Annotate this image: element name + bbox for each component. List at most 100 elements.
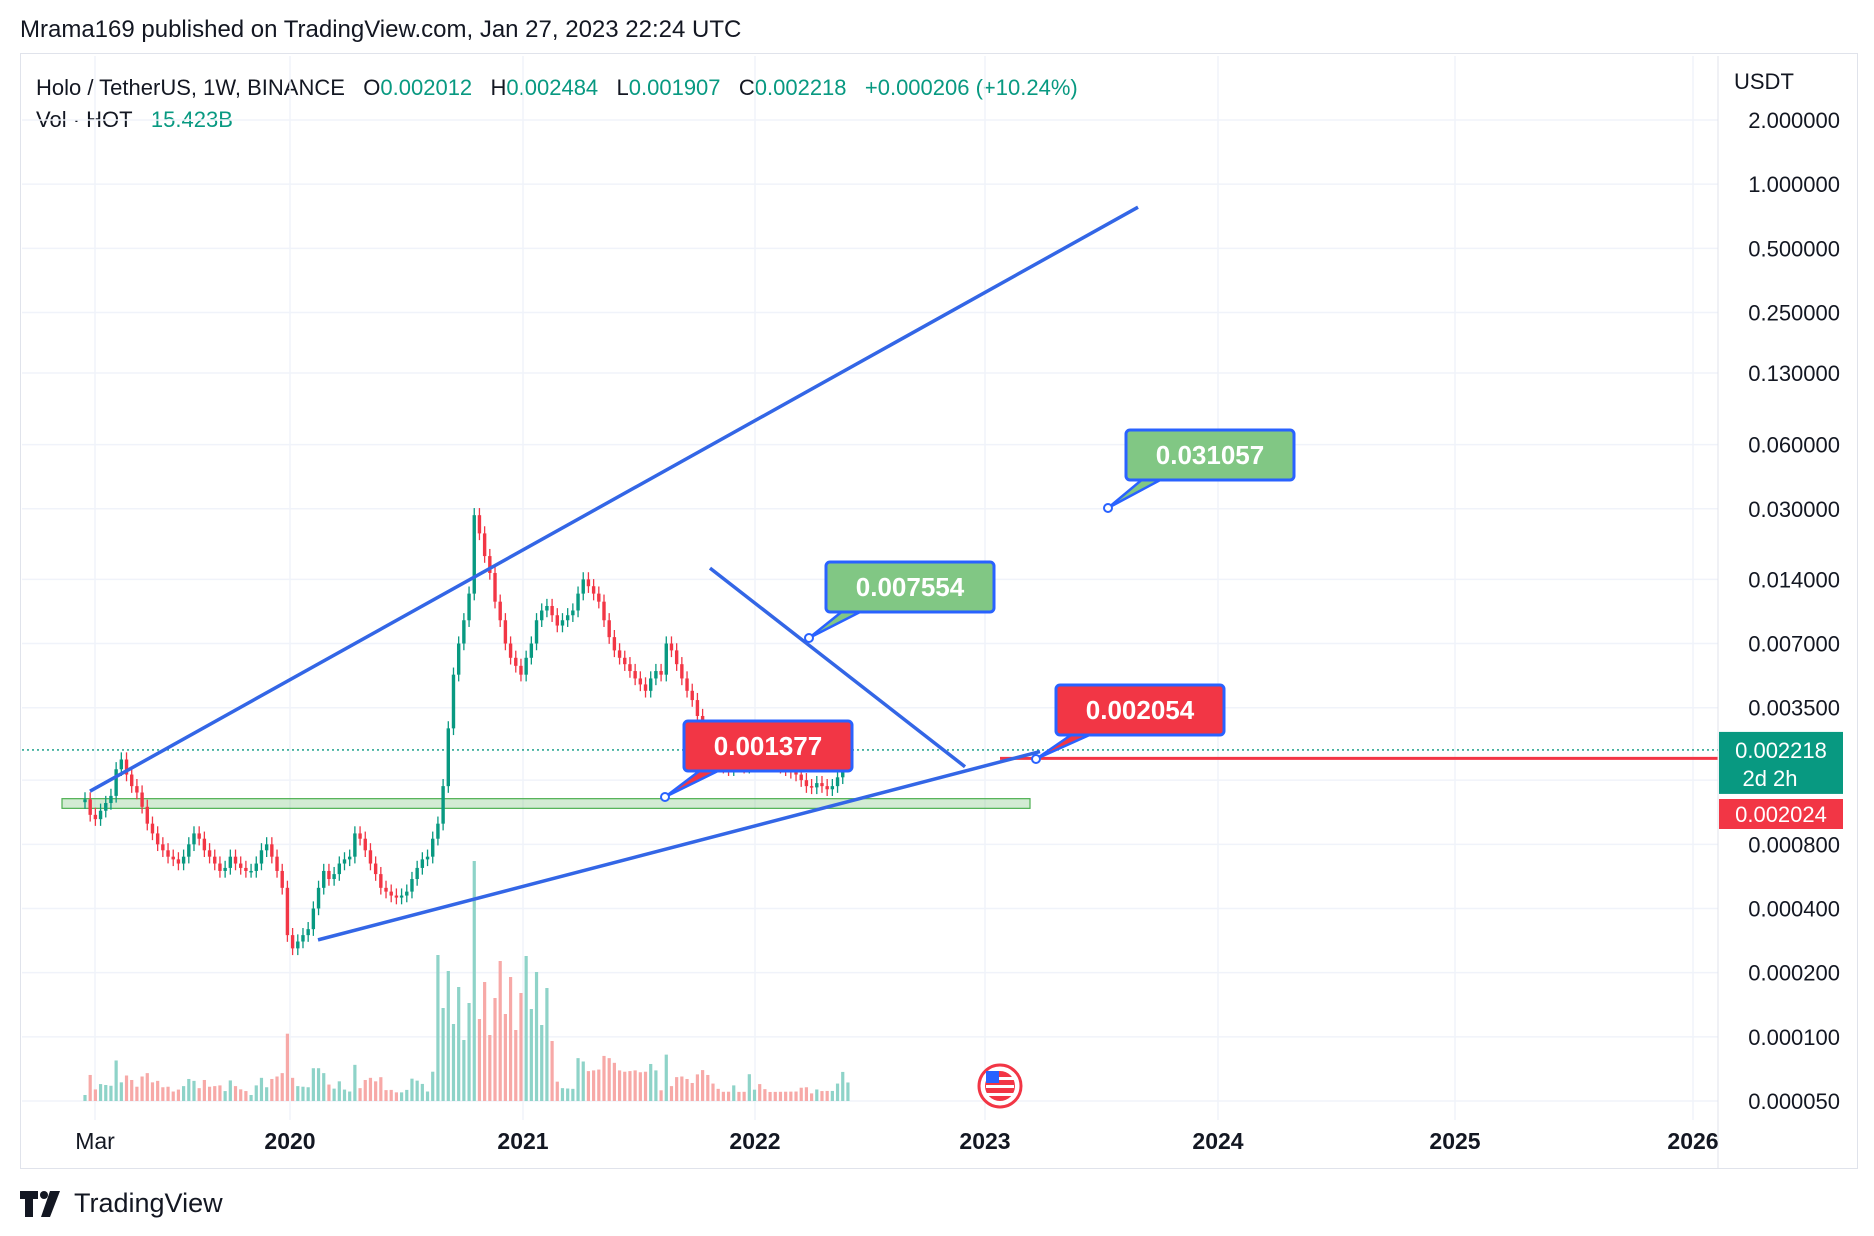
callout-label: 0.001377 bbox=[714, 731, 822, 761]
volume-bar bbox=[358, 1088, 362, 1101]
low-label: L bbox=[616, 75, 629, 100]
volume-bar bbox=[135, 1086, 139, 1101]
chart-legend: Holo / TetherUS, 1W, BINANCE O0.002012 H… bbox=[36, 72, 1078, 136]
callout-pointer bbox=[1107, 476, 1165, 510]
close-value: 0.002218 bbox=[754, 75, 847, 100]
support-zone-rect bbox=[61, 798, 1031, 809]
volume-bar bbox=[124, 1075, 129, 1101]
candle-body bbox=[187, 844, 191, 857]
callout-box bbox=[824, 560, 996, 614]
ohlc-row: Holo / TetherUS, 1W, BINANCE O0.002012 H… bbox=[36, 72, 1078, 104]
candle-body bbox=[446, 728, 450, 787]
callout-pointer bbox=[1035, 731, 1095, 761]
volume-bar bbox=[649, 1063, 653, 1101]
volume-bar bbox=[425, 1091, 430, 1101]
candle-body bbox=[503, 620, 508, 644]
volume-bar bbox=[316, 1068, 321, 1101]
candle-body bbox=[441, 786, 445, 824]
candle-body bbox=[815, 783, 819, 788]
candle-body bbox=[669, 643, 674, 651]
currency-label: USDT bbox=[1734, 69, 1794, 94]
volume-bar bbox=[374, 1081, 378, 1101]
volume-bar bbox=[441, 1008, 445, 1101]
volume-bar bbox=[830, 1090, 834, 1101]
chart-frame bbox=[20, 53, 1858, 1169]
volume-bar bbox=[597, 1069, 601, 1101]
volume-bar bbox=[98, 1084, 103, 1101]
open-value: 0.002012 bbox=[380, 75, 473, 100]
volume-bar bbox=[566, 1088, 570, 1101]
volume-bar bbox=[706, 1074, 710, 1101]
candle-body bbox=[140, 792, 144, 807]
volume-bar bbox=[202, 1079, 206, 1101]
volume-bar bbox=[467, 1003, 471, 1101]
volume-bar bbox=[197, 1088, 201, 1101]
volume-bar bbox=[244, 1091, 248, 1101]
volume-bar bbox=[638, 1072, 642, 1101]
volume-bar bbox=[83, 1095, 87, 1101]
candle-body bbox=[830, 786, 835, 790]
volume-bar bbox=[835, 1083, 840, 1101]
volume-bar bbox=[540, 1025, 544, 1101]
volume-bar bbox=[488, 1035, 492, 1101]
volume-bar bbox=[249, 1095, 253, 1101]
callout-label: 0.031057 bbox=[1156, 440, 1264, 470]
volume-bar bbox=[514, 1030, 518, 1101]
candle-body bbox=[472, 515, 476, 594]
volume-bar bbox=[311, 1068, 315, 1101]
volume-bar bbox=[493, 998, 497, 1101]
y-tick-label: 0.130000 bbox=[1748, 361, 1840, 386]
candle-body bbox=[104, 803, 108, 811]
volume-bar bbox=[363, 1079, 367, 1101]
candle-body bbox=[436, 823, 440, 839]
candle-body bbox=[482, 533, 487, 557]
candle-body bbox=[674, 650, 679, 665]
candle-body bbox=[166, 850, 170, 857]
candle-body bbox=[254, 863, 258, 871]
volume-bar bbox=[586, 1071, 591, 1101]
candle-body bbox=[316, 887, 321, 909]
red-level-tag: 0.002024 bbox=[1719, 799, 1843, 829]
flag-stripe bbox=[986, 1085, 1014, 1088]
volume-bar bbox=[301, 1086, 305, 1101]
volume-bar bbox=[690, 1082, 694, 1101]
tradingview-logo-icon bbox=[20, 1190, 60, 1217]
candle-body bbox=[306, 929, 310, 936]
volume-bar bbox=[394, 1092, 398, 1101]
y-tick-label: 1.000000 bbox=[1748, 172, 1840, 197]
candle-body bbox=[145, 806, 149, 824]
symbol-label[interactable]: Holo / TetherUS, 1W, BINANCE bbox=[36, 75, 345, 100]
candle-body bbox=[550, 605, 554, 616]
volume-bar bbox=[389, 1089, 393, 1101]
volume-bar bbox=[659, 1090, 663, 1101]
candle-body bbox=[394, 895, 399, 898]
candle-body bbox=[643, 684, 648, 691]
candle-body bbox=[809, 786, 814, 788]
callout-label: 0.007554 bbox=[856, 572, 965, 602]
volume-bar bbox=[758, 1084, 762, 1101]
candle-body bbox=[130, 774, 134, 787]
candle-body bbox=[540, 610, 544, 621]
candle-body bbox=[114, 769, 118, 796]
volume-bar bbox=[342, 1089, 347, 1101]
volume-bar bbox=[192, 1080, 196, 1101]
candle-body bbox=[804, 780, 809, 787]
volume-bar bbox=[265, 1087, 269, 1101]
open-label: O bbox=[363, 75, 381, 100]
tradingview-logo[interactable]: TradingView bbox=[20, 1188, 223, 1219]
volume-bar bbox=[841, 1071, 845, 1101]
candle-body bbox=[794, 771, 798, 775]
volume-bar bbox=[483, 982, 487, 1101]
candle-body bbox=[514, 657, 518, 666]
volume-bar bbox=[654, 1070, 658, 1101]
volume-bar bbox=[633, 1070, 637, 1101]
volume-bar bbox=[701, 1070, 705, 1101]
candle-body bbox=[602, 601, 606, 621]
flag-stripe bbox=[986, 1077, 1014, 1080]
volume-bar bbox=[446, 971, 450, 1101]
volume-bar bbox=[291, 1077, 295, 1101]
volume-bar bbox=[524, 956, 528, 1101]
volume-bar bbox=[680, 1076, 684, 1101]
candle-body bbox=[389, 891, 393, 896]
